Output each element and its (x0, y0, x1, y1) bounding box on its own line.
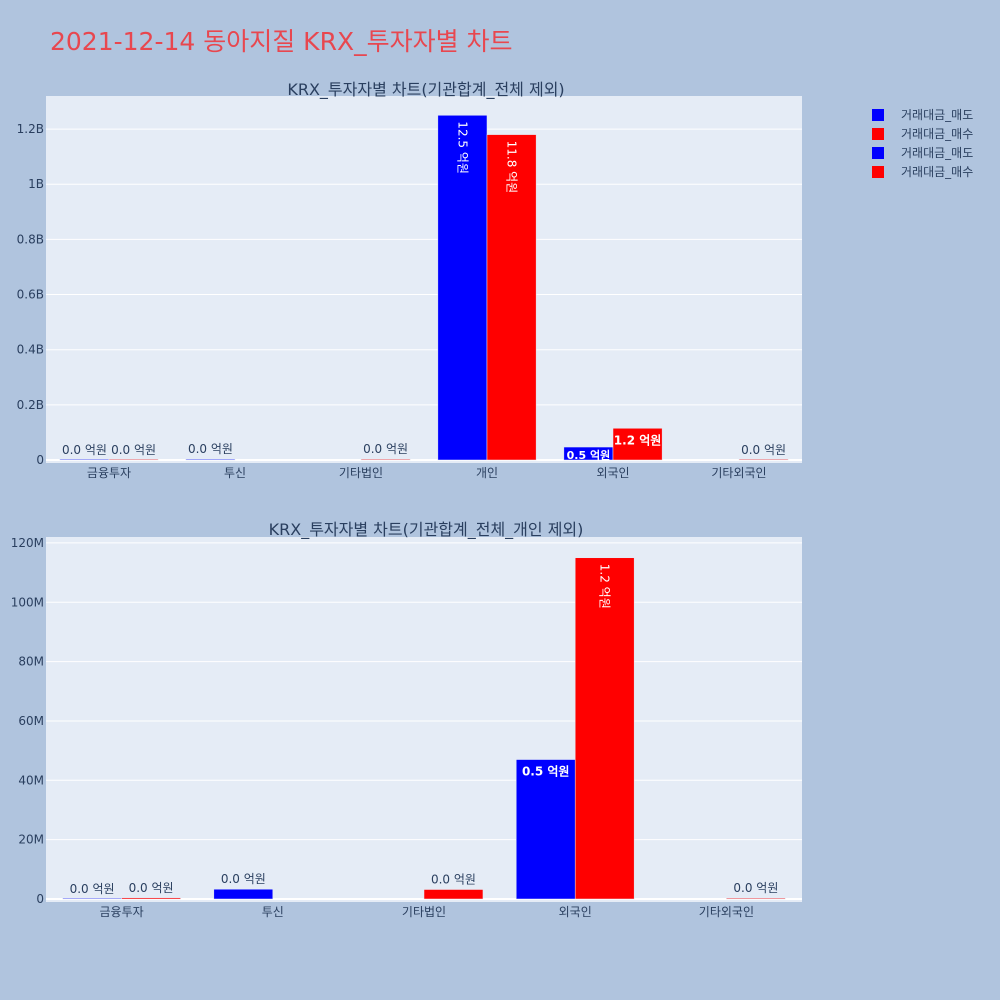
page-title: 2021-12-14 동아지질 KRX_투자자별 차트 (50, 27, 513, 56)
bar (185, 458, 236, 461)
bar (62, 897, 122, 900)
legend-label: 거래대금_매수 (901, 165, 974, 179)
y-tick-label: 100M (11, 595, 44, 609)
bar (360, 458, 411, 461)
data-label: 0.0 억원 (431, 873, 476, 887)
data-label: 0.5 억원 (522, 765, 570, 779)
data-label: 0.0 억원 (741, 443, 786, 457)
plot-area (46, 537, 802, 902)
data-label: 0.0 억원 (188, 442, 233, 456)
data-label: 0.0 억원 (221, 872, 266, 886)
x-tick-label: 금융투자 (100, 905, 144, 919)
legend: 거래대금_매도 거래대금_매수 거래대금_매도 거래대금_매수 (872, 105, 973, 181)
x-tick-label: 기타외국인 (699, 905, 754, 919)
bar (213, 888, 274, 900)
y-tick-label: 0.8B (17, 232, 44, 246)
y-tick-label: 120M (11, 536, 44, 550)
y-tick-label: 80M (18, 655, 44, 669)
legend-item[interactable]: 거래대금_매수 (872, 162, 973, 181)
y-tick-label: 0 (36, 453, 44, 467)
data-label: 11.8 억원 (505, 141, 519, 194)
data-label: 1.2 억원 (598, 564, 612, 609)
x-tick-label: 투신 (262, 905, 284, 919)
bar (59, 458, 110, 461)
legend-label: 거래대금_매수 (901, 127, 974, 141)
data-label: 0.0 억원 (129, 881, 174, 895)
chart-title: KRX_투자자별 차트(기관합계_전체_개인 제외) (269, 520, 584, 540)
data-label: 0.0 억원 (70, 882, 115, 896)
bar (437, 115, 488, 461)
y-tick-label: 0.4B (17, 343, 44, 357)
data-label: 0.0 억원 (62, 443, 107, 457)
data-label: 0.5 억원 (567, 448, 611, 462)
y-tick-label: 1B (28, 177, 44, 191)
y-tick-label: 40M (18, 773, 44, 787)
x-tick-label: 금융투자 (87, 466, 131, 480)
bar (726, 897, 786, 900)
legend-swatch (872, 127, 884, 140)
legend-swatch (872, 165, 884, 178)
y-tick-label: 0 (36, 892, 44, 906)
legend-label: 거래대금_매도 (901, 108, 974, 122)
y-tick-label: 1.2B (17, 122, 44, 136)
x-tick-label: 기타법인 (402, 905, 446, 919)
y-tick-label: 60M (18, 714, 44, 728)
legend-item[interactable]: 거래대금_매도 (872, 143, 973, 162)
x-tick-label: 외국인 (559, 905, 592, 919)
legend-item[interactable]: 거래대금_매도 (872, 105, 973, 124)
y-tick-label: 0.6B (17, 288, 44, 302)
legend-item[interactable]: 거래대금_매수 (872, 124, 973, 143)
bar (515, 759, 576, 900)
legend-swatch (872, 108, 884, 121)
x-tick-label: 기타외국인 (711, 466, 766, 480)
x-tick-label: 투신 (224, 466, 246, 480)
bar (108, 458, 159, 461)
bar (486, 134, 537, 461)
x-tick-label: 기타법인 (339, 466, 383, 480)
legend-swatch (872, 146, 884, 159)
bar (423, 889, 484, 900)
bar (612, 428, 663, 461)
y-tick-label: 20M (18, 833, 44, 847)
chart-2: 0 20M 40M 60M 80M 100M 120M KRX_투자자별 차트(기관합계_전체… (11, 520, 802, 919)
data-label: 0.0 억원 (111, 443, 156, 457)
legend-label: 거래대금_매도 (901, 146, 974, 160)
bar (574, 557, 635, 900)
plot-area (46, 96, 802, 463)
data-label: 0.0 억원 (733, 881, 778, 895)
chart-1: 0 0.2B 0.4B 0.6B 0.8B 1B 1.2B KRX_투자자별 차트(기관합계_… (17, 80, 802, 480)
data-label: 1.2 억원 (614, 433, 662, 447)
chart-title: KRX_투자자별 차트(기관합계_전체 제외) (287, 80, 564, 100)
data-label: 12.5 억원 (455, 121, 469, 174)
y-tick-label: 0.2B (17, 398, 44, 412)
bar (121, 897, 181, 900)
data-label: 0.0 억원 (363, 442, 408, 456)
x-tick-label: 외국인 (596, 466, 629, 480)
x-tick-label: 개인 (476, 466, 498, 480)
bar (738, 458, 789, 461)
